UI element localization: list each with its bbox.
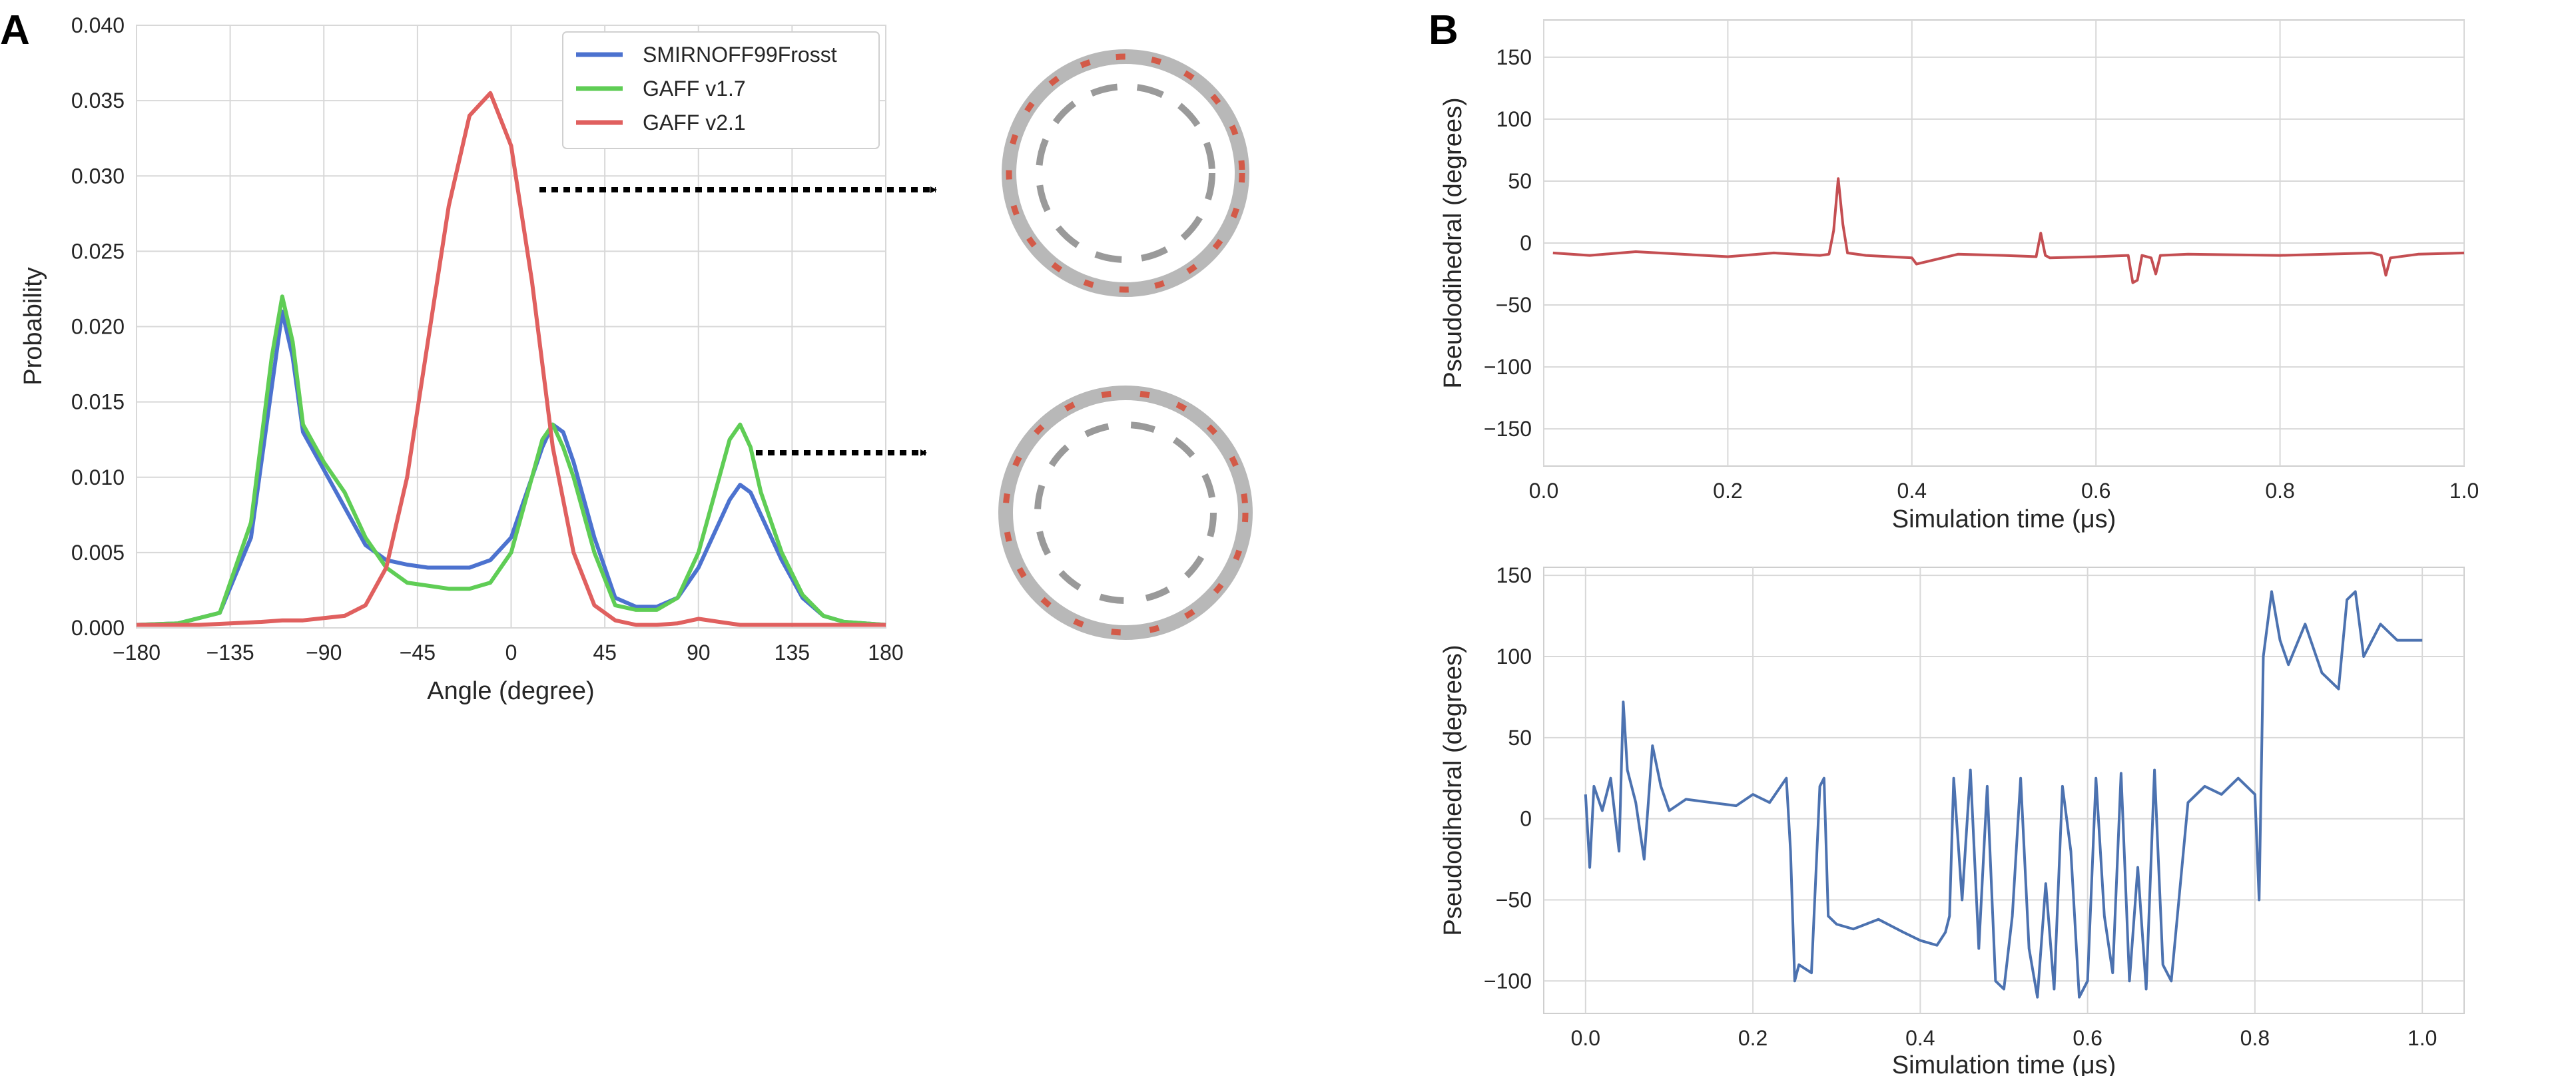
x-tick-label-a: 0	[505, 641, 517, 665]
x-tick-label-a: 135	[775, 641, 810, 665]
y-tick-label-b1: −50	[1496, 293, 1532, 317]
molecule-ring-bottom-inner	[1034, 421, 1217, 604]
x-tick-label-b2: 0.2	[1738, 1026, 1768, 1050]
grid-b1	[1543, 20, 2465, 466]
y-axis-label-a: Probability	[19, 267, 47, 385]
y-tick-label-b1: 0	[1520, 231, 1532, 255]
molecule-ring-bottom-detail	[1002, 390, 1249, 636]
x-tick-label-b2: 1.0	[2408, 1026, 2437, 1050]
y-axis-label-b2: Pseudodihedral (degrees)	[1439, 645, 1467, 936]
ticks-b1: 0.0 0.2 0.4 0.6 0.8 1.0 150 100 50 0 −50 −100 −150	[1484, 45, 2479, 503]
series-line-a-2	[137, 91, 886, 627]
x-tick-label-b2: 0.6	[2073, 1026, 2102, 1050]
y-tick-label-a: 0.015	[71, 390, 125, 414]
plot-area-b2	[1543, 567, 2465, 1014]
x-tick-label-b1: 0.4	[1897, 479, 1927, 503]
y-tick-label-b2: 50	[1508, 726, 1532, 750]
molecule-ring-top-inner	[1036, 83, 1215, 263]
legend-box	[562, 31, 880, 149]
x-tick-label-b2: 0.8	[2240, 1026, 2270, 1050]
y-tick-label-b1: 150	[1496, 45, 1532, 69]
molecule-image-top	[1002, 49, 1249, 297]
ticks-b2: 0.0 0.2 0.4 0.6 0.8 1.0 150 100 50 0 −50 −100	[1484, 563, 2437, 1050]
molecule-ring-top	[1002, 49, 1249, 297]
panel-label-a: A	[0, 7, 30, 53]
y-tick-label-b2: −100	[1484, 969, 1532, 993]
x-tick-label-b1: 0.2	[1713, 479, 1742, 503]
y-tick-label-b2: 100	[1496, 645, 1532, 669]
x-tick-label-b1: 0.8	[2265, 479, 2294, 503]
x-tick-label-a: −90	[306, 641, 342, 665]
x-axis-label-b1: Simulation time (μs)	[1892, 505, 2116, 533]
y-tick-label-a: 0.005	[71, 541, 125, 565]
series-line-b2-0	[1584, 590, 2423, 999]
y-tick-label-a: 0.040	[71, 13, 125, 37]
y-tick-label-a: 0.035	[71, 89, 125, 113]
x-tick-label-b2: 0.4	[1905, 1026, 1935, 1050]
series-lines-a	[136, 91, 886, 627]
y-tick-label-b1: 50	[1508, 169, 1532, 193]
x-tick-label-a: 180	[868, 641, 903, 665]
ticks-a: −180 −135 −90 −45 0 45 90 135 180 0.000 0.005 0.010…	[71, 13, 904, 665]
panel-label-b: B	[1429, 7, 1458, 53]
x-tick-label-a: −45	[400, 641, 436, 665]
y-axis-label-b1: Pseudodihedral (degrees)	[1439, 97, 1467, 388]
legend-label-smirnoff: SMIRNOFF99Frosst	[643, 43, 837, 67]
y-tick-label-a: 0.000	[71, 616, 125, 640]
y-tick-label-b1: −150	[1484, 417, 1532, 441]
y-tick-label-a: 0.025	[71, 239, 125, 263]
legend-label-gaff17: GAFF v1.7	[643, 77, 746, 101]
legend-label-gaff21: GAFF v2.1	[643, 111, 746, 134]
series-lines-b1	[1552, 177, 2465, 284]
x-tick-label-a: −135	[206, 641, 254, 665]
x-tick-label-a: −180	[113, 641, 161, 665]
series-lines-b2	[1584, 590, 2423, 999]
y-tick-label-b1: −100	[1484, 355, 1532, 379]
x-tick-label-b1: 1.0	[2449, 479, 2479, 503]
x-tick-label-b1: 0.6	[2081, 479, 2110, 503]
y-tick-label-a: 0.020	[71, 315, 125, 339]
y-tick-label-b1: 100	[1496, 107, 1532, 131]
legend-a: SMIRNOFF99Frosst GAFF v1.7 GAFF v2.1	[562, 31, 880, 149]
x-axis-label-a: Angle (degree)	[427, 677, 594, 705]
y-tick-label-b2: 0	[1520, 807, 1532, 831]
series-line-a-1	[136, 294, 886, 627]
x-tick-label-b2: 0.0	[1571, 1026, 1600, 1050]
molecule-image-bottom	[998, 386, 1253, 640]
x-tick-label-b1: 0.0	[1529, 479, 1558, 503]
molecule-ring-top-detail	[1006, 53, 1245, 293]
x-tick-label-a: 90	[687, 641, 711, 665]
y-tick-label-a: 0.010	[71, 465, 125, 489]
series-line-b1-0	[1552, 177, 2465, 284]
grid-a	[136, 25, 886, 629]
y-tick-label-b2: −50	[1496, 888, 1532, 912]
chart-a-probability: −180 −135 −90 −45 0 45 90 135 180 0.000 0.005 0.010…	[19, 13, 937, 705]
y-tick-label-a: 0.030	[71, 164, 125, 188]
x-tick-label-a: 45	[593, 641, 617, 665]
chart-b-bottom: 0.0 0.2 0.4 0.6 0.8 1.0 150 100 50 0 −50 −100 Simul…	[1439, 563, 2465, 1076]
y-tick-label-b2: 150	[1496, 563, 1532, 587]
x-axis-label-b2: Simulation time (μs)	[1892, 1051, 2116, 1076]
chart-b-top: 0.0 0.2 0.4 0.6 0.8 1.0 150 100 50 0 −50 −100 −150 S…	[1439, 19, 2479, 533]
